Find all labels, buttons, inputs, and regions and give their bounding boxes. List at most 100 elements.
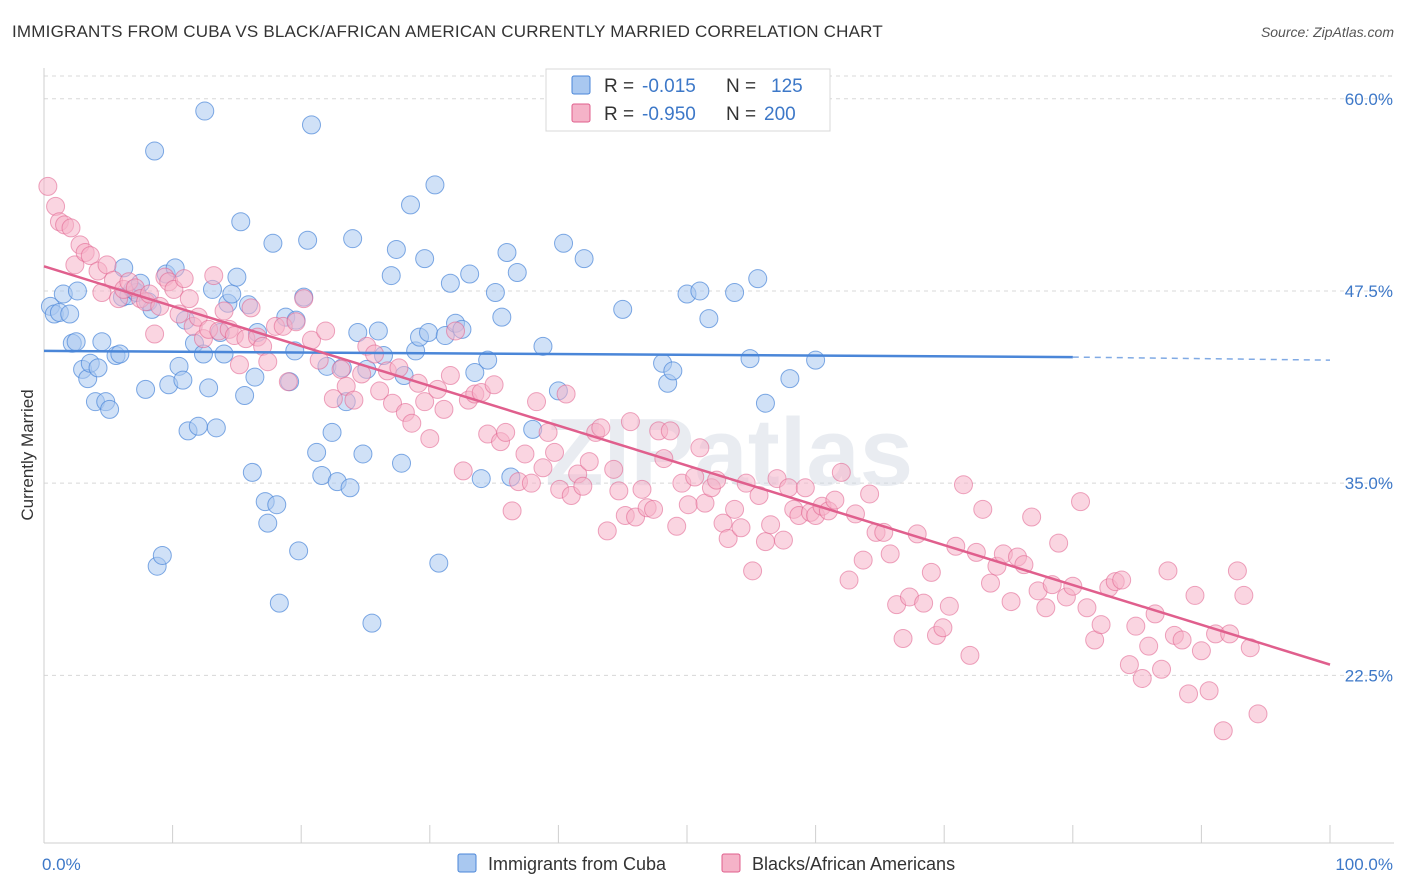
point-cuba-41: [199, 378, 219, 398]
point-black-120: [743, 561, 763, 581]
point-black-157: [980, 573, 1000, 593]
point-black-151: [939, 596, 959, 616]
legend-n-value-black: 200: [764, 104, 796, 125]
point-cuba-98: [460, 264, 480, 284]
point-black-103: [644, 499, 664, 519]
point-black-123: [761, 515, 781, 535]
point-black-63: [402, 413, 422, 433]
point-black-194: [1234, 585, 1254, 605]
point-black-4: [61, 218, 81, 238]
point-black-27: [179, 289, 199, 309]
point-black-50: [316, 321, 336, 341]
point-cuba-123: [780, 369, 800, 389]
point-black-177: [1119, 655, 1139, 675]
point-cuba-80: [362, 613, 382, 633]
point-cuba-56: [258, 513, 278, 533]
point-black-163: [1022, 507, 1042, 527]
bottom-legend-label-black: Blacks/African Americans: [752, 854, 955, 874]
point-cuba-75: [340, 478, 360, 498]
legend-r-value-black: -0.950: [642, 104, 696, 125]
point-black-191: [1213, 721, 1233, 741]
bottom-legend-swatch-black: [721, 853, 741, 873]
point-cuba-12: [88, 358, 108, 378]
point-black-39: [241, 298, 261, 318]
point-black-183: [1158, 561, 1178, 581]
point-black-196: [1248, 704, 1268, 724]
point-black-83: [527, 392, 547, 412]
point-black-45: [278, 372, 298, 392]
trend-line-cuba: [43, 349, 1073, 359]
point-black-153: [953, 475, 973, 495]
point-cuba-103: [492, 307, 512, 327]
point-black-109: [678, 495, 698, 515]
point-black-60: [383, 393, 403, 413]
point-black-52: [331, 359, 351, 379]
point-cuba-49: [231, 212, 251, 232]
series-black-points: [38, 176, 1268, 741]
point-black-95: [597, 521, 617, 541]
point-black-118: [731, 518, 751, 538]
point-black-129: [795, 478, 815, 498]
point-black-42: [258, 352, 278, 372]
legend-swatch-black: [571, 103, 591, 123]
point-cuba-108: [533, 336, 553, 356]
point-cuba-24: [136, 379, 156, 399]
trend-line-cuba-extension: [1072, 356, 1331, 361]
point-black-37: [229, 355, 249, 375]
legend-swatch-cuba: [571, 75, 591, 95]
point-black-167: [1049, 533, 1069, 553]
point-black-101: [632, 479, 652, 499]
bottom-legend-label-cuba: Immigrants from Cuba: [488, 854, 667, 874]
point-cuba-48: [227, 267, 247, 287]
point-black-173: [1091, 615, 1111, 635]
point-black-65: [415, 392, 435, 412]
point-black-160: [1001, 592, 1021, 612]
bottom-legend-swatch-cuba: [457, 853, 477, 873]
point-cuba-15: [100, 399, 120, 419]
point-black-106: [660, 421, 680, 441]
point-cuba-6: [66, 332, 86, 352]
point-cuba-43: [206, 418, 226, 438]
point-black-193: [1227, 561, 1247, 581]
point-black-46: [286, 312, 306, 332]
point-cuba-66: [298, 230, 318, 250]
point-black-88: [556, 384, 576, 404]
point-black-139: [860, 484, 880, 504]
point-cuba-76: [343, 229, 363, 249]
point-black-148: [921, 562, 941, 582]
point-black-186: [1179, 684, 1199, 704]
point-cuba-81: [368, 321, 388, 341]
trend-lines: [43, 265, 1331, 666]
legend-n-label-cuba: N =: [726, 76, 756, 97]
point-black-135: [831, 462, 851, 482]
point-cuba-78: [353, 444, 373, 464]
point-black-0: [38, 176, 58, 196]
point-cuba-47: [222, 284, 242, 304]
y-axis-title: Currently Married: [18, 389, 37, 520]
point-cuba-68: [307, 442, 327, 462]
point-cuba-106: [507, 263, 527, 283]
point-cuba-64: [289, 541, 309, 561]
point-cuba-85: [392, 453, 412, 473]
point-black-122: [755, 532, 775, 552]
point-cuba-101: [478, 350, 498, 370]
point-black-188: [1191, 641, 1211, 661]
point-cuba-91: [419, 322, 439, 342]
point-cuba-124: [806, 350, 826, 370]
legend-r-label-cuba: R =: [604, 76, 634, 97]
point-cuba-57: [263, 233, 283, 253]
point-cuba-112: [613, 299, 633, 319]
point-black-144: [893, 628, 913, 648]
bottom-legend: Immigrants from Cuba Blacks/African Amer…: [457, 853, 955, 874]
point-black-179: [1132, 668, 1152, 688]
point-cuba-121: [748, 269, 768, 289]
point-cuba-53: [245, 367, 265, 387]
point-black-26: [174, 269, 194, 289]
point-cuba-111: [574, 249, 594, 269]
legend-n-label-black: N =: [726, 104, 756, 125]
point-cuba-90: [415, 249, 435, 269]
point-black-86: [545, 442, 565, 462]
point-cuba-40: [195, 101, 215, 121]
legend-r-value-cuba: -0.015: [642, 76, 696, 97]
point-cuba-58: [267, 495, 287, 515]
